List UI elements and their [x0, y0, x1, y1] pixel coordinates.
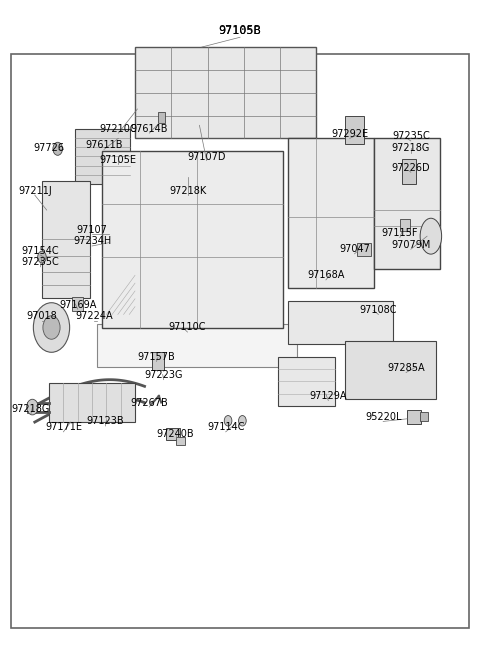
Text: 97285A: 97285A	[387, 363, 425, 373]
Text: 97614B: 97614B	[131, 124, 168, 134]
FancyBboxPatch shape	[278, 357, 336, 405]
FancyBboxPatch shape	[288, 301, 393, 344]
Text: 97123B: 97123B	[86, 417, 124, 426]
Ellipse shape	[420, 218, 442, 254]
Text: 97114C: 97114C	[207, 422, 244, 432]
Text: 97157B: 97157B	[138, 352, 175, 362]
Text: 97154C: 97154C	[22, 246, 60, 255]
FancyBboxPatch shape	[135, 47, 316, 138]
Text: 97107: 97107	[77, 225, 108, 234]
Text: 97211J: 97211J	[18, 185, 52, 196]
Text: 97240B: 97240B	[157, 429, 194, 439]
Text: 97235C: 97235C	[392, 132, 430, 141]
FancyBboxPatch shape	[345, 116, 364, 143]
Circle shape	[53, 142, 62, 155]
Text: 95220L: 95220L	[365, 412, 401, 422]
Text: 97168A: 97168A	[307, 271, 345, 280]
Circle shape	[239, 415, 246, 426]
Text: 97107D: 97107D	[187, 151, 226, 162]
Text: 97105E: 97105E	[100, 155, 137, 165]
FancyBboxPatch shape	[420, 411, 428, 421]
FancyBboxPatch shape	[75, 128, 130, 184]
Text: 97105B: 97105B	[218, 26, 262, 36]
Text: 97218K: 97218K	[169, 185, 206, 196]
Circle shape	[37, 251, 46, 263]
Circle shape	[43, 316, 60, 339]
FancyBboxPatch shape	[42, 181, 90, 298]
FancyBboxPatch shape	[158, 111, 165, 123]
FancyBboxPatch shape	[102, 151, 283, 328]
Text: 97079M: 97079M	[391, 240, 431, 250]
Text: 97210C: 97210C	[99, 124, 137, 134]
Text: 97224A: 97224A	[76, 311, 113, 322]
Text: 97110C: 97110C	[169, 322, 206, 333]
Text: 97234H: 97234H	[73, 236, 111, 246]
FancyBboxPatch shape	[373, 138, 441, 269]
Text: 97226D: 97226D	[392, 162, 430, 173]
FancyBboxPatch shape	[49, 383, 135, 422]
Circle shape	[27, 400, 38, 415]
Text: 97047: 97047	[339, 244, 370, 254]
FancyBboxPatch shape	[166, 428, 180, 440]
FancyBboxPatch shape	[97, 324, 297, 367]
FancyBboxPatch shape	[288, 138, 373, 288]
Text: 97218G: 97218G	[392, 143, 430, 153]
Text: 97235C: 97235C	[22, 257, 60, 267]
Text: 97267B: 97267B	[131, 398, 168, 407]
Text: 97129A: 97129A	[310, 391, 347, 401]
FancyBboxPatch shape	[176, 437, 185, 445]
FancyBboxPatch shape	[402, 159, 416, 184]
Text: 97292E: 97292E	[331, 129, 368, 139]
Text: 97223G: 97223G	[144, 370, 183, 380]
Text: 97726: 97726	[34, 143, 65, 153]
Text: 97171E: 97171E	[45, 422, 82, 432]
FancyBboxPatch shape	[345, 341, 436, 400]
Text: 97115F: 97115F	[382, 228, 418, 238]
Circle shape	[34, 303, 70, 352]
FancyBboxPatch shape	[407, 409, 421, 424]
Text: 97218G: 97218G	[12, 404, 50, 414]
FancyBboxPatch shape	[152, 352, 164, 370]
Text: 97105B: 97105B	[218, 24, 262, 37]
FancyBboxPatch shape	[400, 219, 410, 231]
Text: 97611B: 97611B	[85, 140, 123, 150]
FancyBboxPatch shape	[357, 243, 371, 255]
Text: 97108C: 97108C	[360, 305, 397, 315]
FancyBboxPatch shape	[11, 54, 469, 627]
FancyBboxPatch shape	[72, 297, 83, 311]
Text: 97018: 97018	[26, 311, 57, 322]
Circle shape	[224, 415, 232, 426]
Text: 97169A: 97169A	[59, 300, 96, 310]
